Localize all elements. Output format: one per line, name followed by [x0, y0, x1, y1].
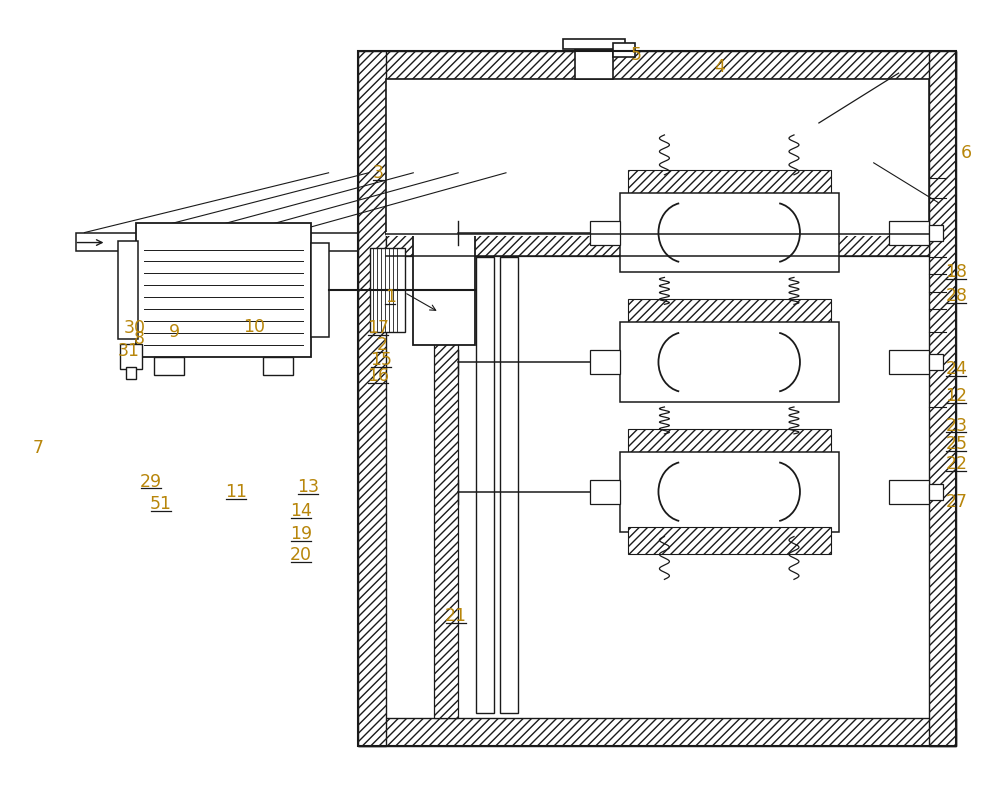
- Text: 51: 51: [150, 494, 172, 512]
- Bar: [929, 354, 943, 371]
- Text: 6: 6: [961, 144, 972, 162]
- Bar: [613, 44, 635, 58]
- Bar: [76, 233, 358, 251]
- Text: 14: 14: [290, 501, 312, 520]
- Text: 31: 31: [117, 342, 139, 359]
- Bar: [620, 193, 839, 273]
- Text: 29: 29: [140, 472, 162, 490]
- Bar: [136, 223, 311, 358]
- Text: 28: 28: [945, 286, 967, 305]
- Text: 25: 25: [945, 435, 967, 452]
- Bar: [358, 52, 956, 746]
- Bar: [628, 527, 831, 555]
- Text: 3: 3: [373, 164, 384, 182]
- Text: 16: 16: [367, 367, 389, 384]
- Text: 22: 22: [945, 455, 967, 472]
- Text: 15: 15: [370, 350, 392, 368]
- Text: 30: 30: [123, 318, 145, 337]
- Bar: [126, 367, 136, 379]
- Bar: [590, 480, 620, 504]
- Text: 10: 10: [243, 318, 265, 336]
- Text: 9: 9: [169, 322, 180, 341]
- Text: 17: 17: [367, 318, 389, 337]
- Text: 4: 4: [714, 58, 725, 76]
- Bar: [386, 233, 929, 237]
- Text: 8: 8: [134, 330, 145, 347]
- Bar: [434, 234, 458, 718]
- Bar: [620, 452, 839, 532]
- Bar: [628, 171, 831, 198]
- Bar: [889, 350, 929, 375]
- Bar: [358, 52, 386, 746]
- Bar: [628, 300, 831, 328]
- Text: 27: 27: [945, 492, 967, 510]
- Bar: [120, 345, 142, 370]
- Bar: [500, 258, 518, 713]
- Text: 24: 24: [945, 360, 967, 378]
- Text: 20: 20: [290, 545, 312, 564]
- Text: 23: 23: [945, 416, 967, 434]
- Bar: [386, 234, 929, 256]
- Bar: [386, 80, 929, 234]
- Text: 18: 18: [945, 262, 967, 281]
- Text: 21: 21: [445, 606, 467, 624]
- Text: 19: 19: [290, 524, 312, 542]
- Bar: [263, 358, 293, 375]
- Bar: [563, 40, 625, 51]
- Bar: [590, 221, 620, 245]
- Text: 11: 11: [225, 482, 247, 500]
- Text: 13: 13: [297, 477, 319, 496]
- Bar: [413, 235, 475, 346]
- Bar: [370, 249, 405, 333]
- Bar: [889, 221, 929, 245]
- Bar: [311, 243, 329, 338]
- Bar: [358, 718, 956, 746]
- Bar: [889, 480, 929, 504]
- Text: 7: 7: [33, 439, 44, 456]
- Text: 1: 1: [385, 288, 396, 306]
- Bar: [929, 225, 943, 241]
- Bar: [620, 323, 839, 403]
- Bar: [590, 350, 620, 375]
- Bar: [628, 429, 831, 457]
- Bar: [358, 52, 956, 80]
- Bar: [575, 51, 613, 80]
- Bar: [386, 80, 929, 718]
- Bar: [929, 484, 943, 500]
- Text: 12: 12: [945, 387, 967, 404]
- Bar: [476, 258, 494, 713]
- Bar: [118, 241, 138, 340]
- Bar: [154, 358, 184, 375]
- Text: 5: 5: [631, 46, 642, 64]
- Text: 2: 2: [377, 336, 388, 354]
- Bar: [929, 52, 956, 746]
